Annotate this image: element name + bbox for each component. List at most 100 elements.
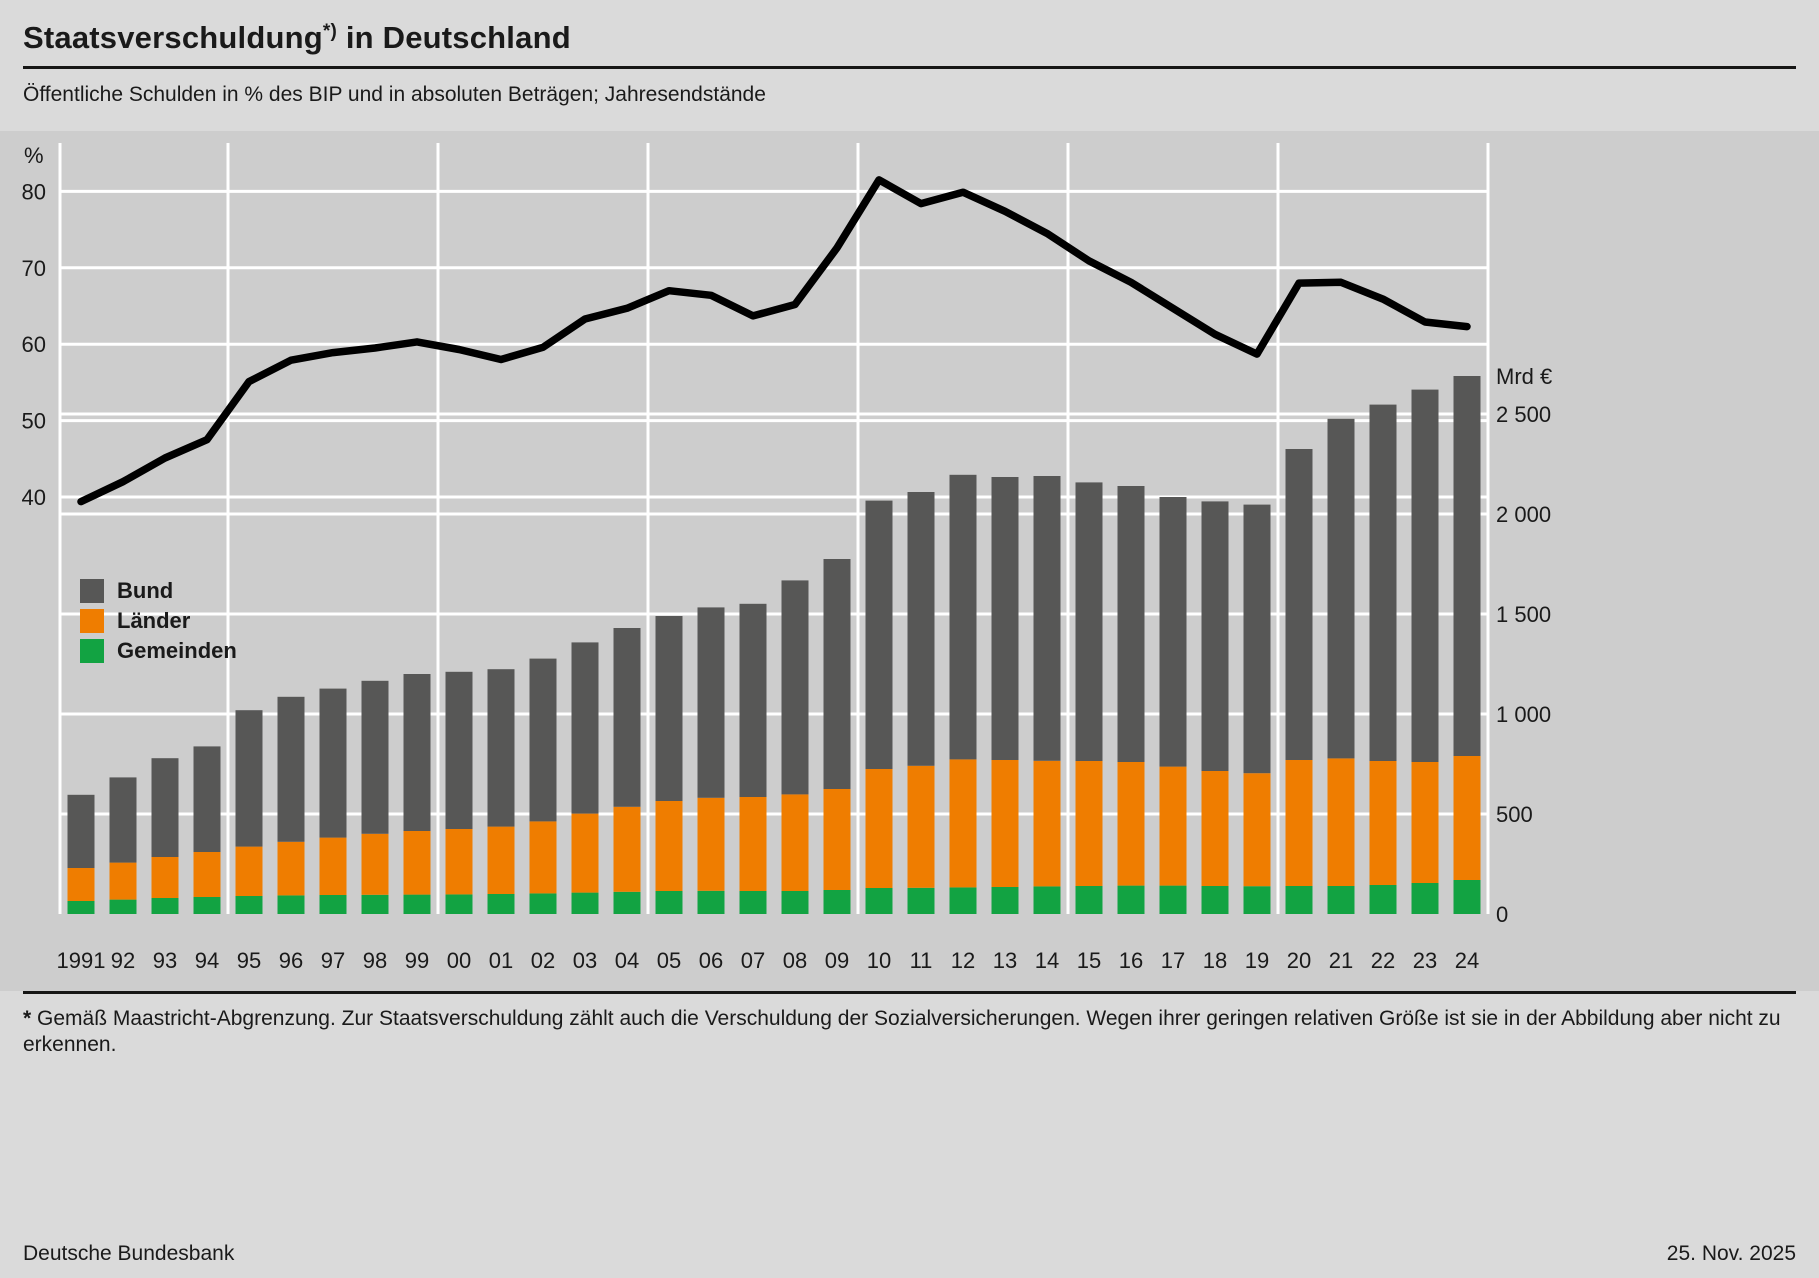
gridlines <box>58 143 1490 914</box>
year-label: 13 <box>993 948 1017 973</box>
footnote-marker: * <box>23 1007 32 1030</box>
year-label: 22 <box>1371 948 1395 973</box>
right-axis-tick: 2 000 <box>1496 502 1551 527</box>
year-label: 07 <box>741 948 765 973</box>
legend-swatch-laender <box>80 609 104 633</box>
bar-segment-bund-08 <box>781 580 809 795</box>
year-label: 08 <box>783 948 807 973</box>
bar-segment-bund-1991 <box>67 794 95 868</box>
bar-segment-laender-95 <box>235 846 263 896</box>
bar-segment-bund-10 <box>865 500 893 769</box>
bar-segment-bund-96 <box>277 696 305 842</box>
year-label: 00 <box>447 948 471 973</box>
bar-segment-gemeinden-02 <box>529 893 557 914</box>
year-label: 10 <box>867 948 891 973</box>
bar-segment-gemeinden-22 <box>1369 885 1397 914</box>
bar-segment-gemeinden-21 <box>1327 886 1355 914</box>
right-axis-tick: 2 500 <box>1496 402 1551 427</box>
bar-segment-bund-93 <box>151 758 179 857</box>
left-axis-unit: % <box>24 143 44 168</box>
bar-segment-laender-13 <box>991 760 1019 887</box>
year-label: 93 <box>153 948 177 973</box>
bar-segment-bund-16 <box>1117 486 1145 762</box>
footnote: * Gemäß Maastricht-Abgrenzung. Zur Staat… <box>23 1006 1796 1058</box>
right-axis-tick: 500 <box>1496 802 1533 827</box>
bar-segment-bund-24 <box>1453 376 1481 756</box>
bar-segment-laender-06 <box>697 797 725 891</box>
bar-segment-gemeinden-94 <box>193 897 221 914</box>
bar-segment-gemeinden-92 <box>109 899 137 914</box>
year-label: 04 <box>615 948 639 973</box>
bar-segment-laender-10 <box>865 769 893 888</box>
year-label: 02 <box>531 948 555 973</box>
bar-segment-gemeinden-96 <box>277 895 305 914</box>
year-label: 24 <box>1455 948 1479 973</box>
debt-ratio-line <box>77 176 1471 506</box>
bar-segment-laender-11 <box>907 765 935 888</box>
bar-segment-bund-14 <box>1033 476 1061 761</box>
bar-segment-laender-04 <box>613 806 641 892</box>
bar-segment-gemeinden-24 <box>1453 880 1481 914</box>
source: Deutsche Bundesbank <box>23 1242 235 1265</box>
bar-segment-gemeinden-11 <box>907 887 935 914</box>
bar-segment-gemeinden-19 <box>1243 886 1271 914</box>
chart-footnote-divider <box>23 991 1796 994</box>
bar-segment-laender-96 <box>277 841 305 896</box>
bar-segment-gemeinden-95 <box>235 896 263 914</box>
bar-segment-bund-21 <box>1327 418 1355 759</box>
footnote-text: Gemäß Maastricht-Abgrenzung. Zur Staatsv… <box>23 1007 1781 1056</box>
year-label: 92 <box>111 948 135 973</box>
bar-segment-gemeinden-09 <box>823 890 851 914</box>
legend-swatch-bund <box>80 579 104 603</box>
source-row: Deutsche Bundesbank 25. Nov. 2025 <box>23 1242 1796 1266</box>
bar-segment-gemeinden-20 <box>1285 886 1313 914</box>
bar-segment-laender-18 <box>1201 771 1229 886</box>
bar-segment-gemeinden-1991 <box>67 901 95 914</box>
bar-segment-gemeinden-98 <box>361 894 389 914</box>
year-label: 05 <box>657 948 681 973</box>
bar-segment-laender-02 <box>529 821 557 894</box>
bar-segment-gemeinden-97 <box>319 895 347 914</box>
bar-segment-bund-94 <box>193 746 221 852</box>
year-label: 23 <box>1413 948 1437 973</box>
bar-segment-gemeinden-12 <box>949 887 977 914</box>
bar-segment-bund-11 <box>907 492 935 766</box>
bar-segment-gemeinden-16 <box>1117 885 1145 914</box>
bar-segment-bund-99 <box>403 674 431 831</box>
bar-segment-laender-12 <box>949 759 977 888</box>
year-label: 97 <box>321 948 345 973</box>
year-label: 1991 <box>57 948 106 973</box>
bar-segment-bund-01 <box>487 669 515 827</box>
footer: * Gemäß Maastricht-Abgrenzung. Zur Staat… <box>0 1006 1819 1265</box>
bar-segment-bund-23 <box>1411 389 1439 762</box>
bar-segment-gemeinden-03 <box>571 892 599 914</box>
bar-segment-gemeinden-08 <box>781 891 809 914</box>
year-label: 06 <box>699 948 723 973</box>
bar-segment-bund-06 <box>697 607 725 798</box>
bar-segment-bund-19 <box>1243 504 1271 774</box>
bar-segment-bund-12 <box>949 474 977 760</box>
right-axis-tick: 1 000 <box>1496 702 1551 727</box>
year-label: 11 <box>910 948 933 973</box>
bar-segment-laender-98 <box>361 833 389 895</box>
bar-segment-laender-21 <box>1327 758 1355 886</box>
left-axis-tick: 70 <box>22 256 46 281</box>
bar-segment-bund-97 <box>319 688 347 838</box>
title-main: Staatsverschuldung <box>23 20 323 55</box>
bar-segment-laender-15 <box>1075 761 1103 886</box>
year-label: 12 <box>951 948 975 973</box>
title-rest: in Deutschland <box>337 20 571 55</box>
legend-label: Gemeinden <box>117 638 237 663</box>
bar-segment-laender-99 <box>403 831 431 895</box>
right-axis-tick: 0 <box>1496 902 1508 927</box>
year-label: 01 <box>489 948 513 973</box>
bar-segment-gemeinden-99 <box>403 894 431 914</box>
bar-segment-bund-15 <box>1075 482 1103 761</box>
year-label: 98 <box>363 948 387 973</box>
bar-segment-gemeinden-17 <box>1159 885 1187 914</box>
year-label: 18 <box>1203 948 1227 973</box>
bar-segment-laender-92 <box>109 862 137 900</box>
bar-segment-laender-14 <box>1033 760 1061 887</box>
